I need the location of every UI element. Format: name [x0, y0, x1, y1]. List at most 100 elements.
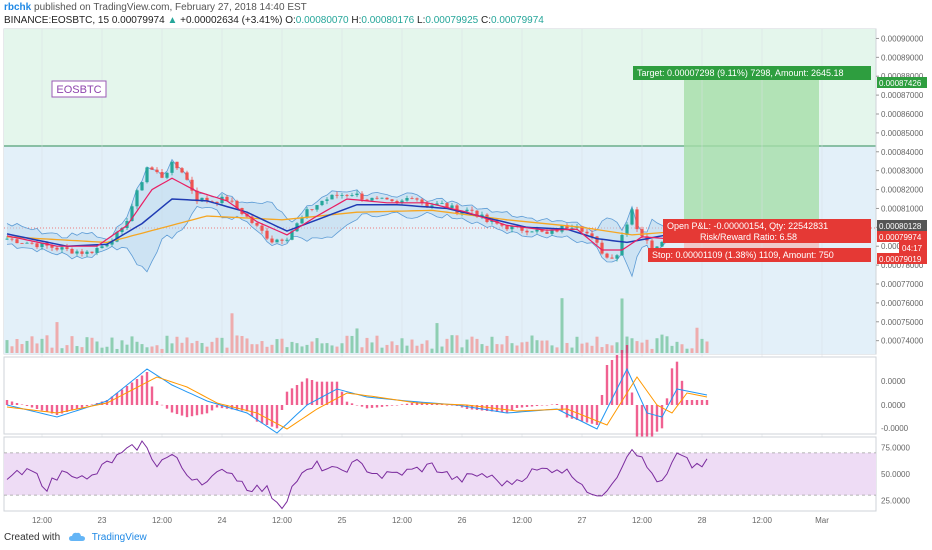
volume-bar	[410, 339, 414, 353]
volume-bar	[515, 345, 519, 353]
author-name[interactable]: rbchk	[4, 2, 32, 13]
candle-body	[115, 231, 119, 242]
volume-bar	[35, 343, 39, 353]
rsi-band	[4, 452, 876, 496]
candle-body	[375, 197, 379, 199]
volume-bar	[510, 343, 514, 353]
high-price-text: 0.00080128	[879, 222, 922, 231]
volume-bar	[405, 345, 409, 353]
macd-hist-bar	[480, 405, 484, 411]
volume-bar	[690, 348, 694, 353]
candle-body	[60, 247, 64, 250]
price-tick-label: 0.00085000	[881, 129, 924, 138]
macd-hist-bar	[45, 405, 49, 412]
target-label-box[interactable]	[633, 66, 871, 80]
macd-hist-bar	[240, 405, 244, 411]
macd-hist-bar	[180, 405, 184, 416]
macd-hist-bar	[640, 405, 644, 450]
macd-hist-bar	[375, 405, 379, 408]
volume-bar	[25, 340, 29, 353]
macd-hist-bar	[265, 405, 269, 425]
volume-bar	[205, 346, 209, 353]
time-tick-label: 12:00	[272, 516, 293, 525]
macd-hist-bar	[20, 404, 24, 405]
candle-body	[75, 251, 79, 254]
volume-bar	[490, 336, 494, 353]
volume-bar	[470, 336, 474, 353]
candle-body	[350, 195, 354, 196]
volume-bar	[685, 348, 689, 353]
volume-bar	[550, 345, 554, 353]
macd-hist-bar	[345, 401, 349, 405]
macd-tick-label: -0.0000	[881, 424, 909, 433]
last-price-tag	[877, 231, 927, 242]
time-tick-label: 25	[338, 516, 347, 525]
candle-body	[315, 205, 319, 210]
volume-bar	[325, 343, 329, 353]
candle-body	[230, 200, 234, 202]
volume-bar	[425, 340, 429, 353]
candle-body	[615, 255, 619, 259]
time-tick-label: Mar	[815, 516, 829, 525]
candle-body	[395, 201, 399, 204]
target-price-tag	[877, 77, 927, 88]
macd-hist-bar	[605, 365, 609, 405]
volume-bar	[185, 337, 189, 353]
candle-body	[605, 253, 609, 258]
candle-body	[260, 225, 264, 231]
macd-hist-bar	[525, 405, 529, 407]
volume-bar	[575, 336, 579, 353]
candle-body	[480, 214, 484, 217]
volume-bar	[85, 337, 89, 353]
macd-hist-bar	[185, 405, 189, 418]
macd-hist-bar	[430, 403, 434, 405]
rsi-tick-label: 75.0000	[881, 444, 910, 453]
candle-body	[265, 230, 269, 239]
macd-hist-bar	[595, 405, 599, 425]
volume-bar	[705, 341, 709, 353]
macd-hist-bar	[450, 405, 454, 406]
time-axis[interactable]: 12:00 23 12:00 24 12:00 25 12:00 26 12:00 27 12:00…	[4, 510, 876, 525]
candle-body	[275, 239, 279, 243]
open-pl-box[interactable]	[663, 219, 871, 243]
tradingview-brand[interactable]: TradingView	[91, 532, 147, 543]
high-value: 0.00080176	[361, 15, 415, 26]
price-tick-label: 0.00087000	[881, 91, 924, 100]
candle-body	[540, 229, 544, 232]
stop-label: Stop: 0.00001109 (1.38%) 1109, Amount: 7…	[652, 250, 834, 260]
macd-hist-bar	[630, 392, 634, 405]
close-label: C:	[481, 15, 491, 26]
volume-bar	[620, 298, 624, 353]
macd-pane[interactable]	[3, 356, 877, 435]
volume-bar	[455, 335, 459, 353]
symbol-watermark-box	[51, 80, 107, 98]
volume-bar	[695, 327, 699, 353]
macd-hist-bar	[505, 405, 509, 413]
volume-bar	[375, 335, 379, 353]
candle-body	[465, 209, 469, 212]
volume-bar	[175, 336, 179, 353]
candle-body	[420, 199, 424, 203]
up-arrow-icon: ▲	[167, 15, 178, 26]
macd-hist-bar	[195, 405, 199, 416]
volume-bar	[135, 341, 139, 353]
macd-hist-bar	[520, 405, 524, 408]
candle-body	[95, 248, 99, 253]
volume-bar	[190, 343, 194, 353]
volume-bar	[615, 342, 619, 353]
macd-hist-bar	[675, 361, 679, 405]
macd-hist-bar	[55, 405, 59, 415]
price-tick-label: 0.00083000	[881, 167, 924, 176]
stop-price-tag	[877, 253, 927, 264]
price-axis[interactable]: 0.00090000 0.00089000 0.00088000 0.00087000…	[875, 29, 924, 354]
volume-bar	[350, 335, 354, 353]
volume-bar	[555, 347, 559, 353]
macd-hist-bar	[80, 405, 84, 408]
candle-body	[520, 226, 524, 231]
trading-chart[interactable]: EOSBTC Target: 0.00007298 (9.11%) 7298, …	[0, 0, 932, 530]
macd-hist-bar	[300, 381, 304, 405]
volume-bar	[105, 346, 109, 353]
candle-body	[530, 231, 534, 233]
stop-label-box[interactable]	[648, 248, 871, 262]
volume-bar	[420, 343, 424, 353]
